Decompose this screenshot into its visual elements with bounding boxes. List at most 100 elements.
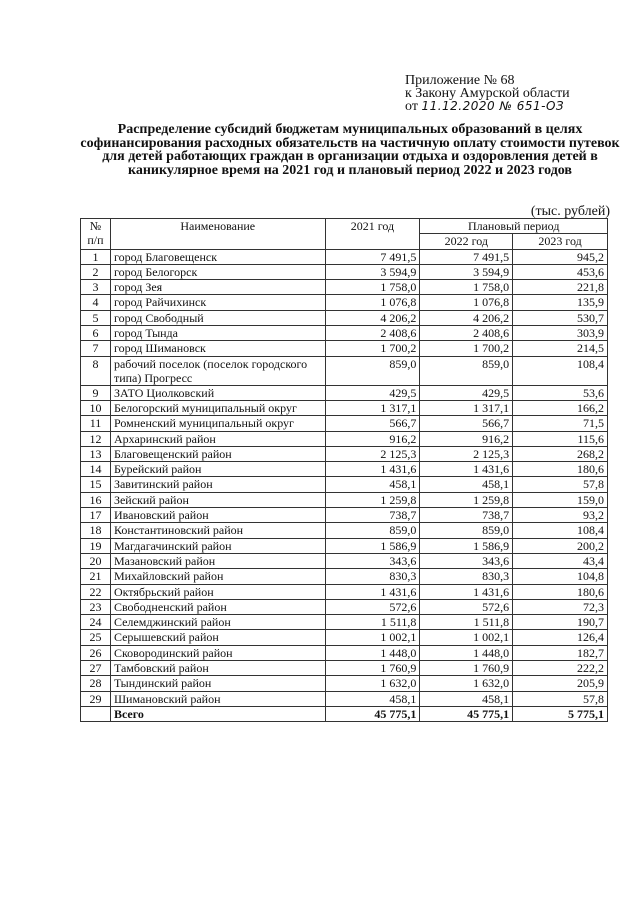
row-name: Шимановский район (109, 690, 326, 707)
value-2021: 2 125,3 (324, 445, 421, 463)
value-2021: 1 448,0 (324, 644, 421, 662)
value-2023: 221,8 (512, 279, 608, 296)
table-row: 10 Белогорский муниципальный округ 1 317,1… (80, 399, 608, 417)
value-2023: 205,9 (512, 675, 608, 692)
value-2023: 453,6 (512, 263, 608, 281)
value-2022: 1 511,8 (419, 614, 514, 631)
value-2022: 343,6 (419, 552, 514, 570)
row-name: Тындинский район (109, 675, 326, 692)
row-name: город Тында (109, 325, 326, 342)
value-2021: 1 700,2 (324, 340, 421, 357)
row-name: Белогорский муниципальный округ (109, 399, 326, 417)
value-2021: 1 431,6 (324, 461, 421, 478)
value-2021: 859,0 (324, 522, 421, 539)
table-row: 18 Константиновский район 859,0 859,0 108,4 (80, 522, 608, 539)
table-row: 16 Зейский район 1 259,8 1 259,8 159,0 (80, 491, 608, 509)
row-name: город Белогорск (109, 263, 326, 281)
table-row: 7 город Шимановск 1 700,2 1 700,2 214,5 (80, 340, 608, 357)
value-2022: 45 775,1 (419, 705, 514, 723)
header-name: Наименование (109, 218, 326, 250)
value-2022: 3 594,9 (419, 263, 514, 281)
table-row: 25 Серышевский район 1 002,1 1 002,1 126,4 (80, 629, 608, 646)
row-name: Мазановский район (109, 552, 326, 570)
table-row: 2 город Белогорск 3 594,9 3 594,9 453,6 (80, 263, 608, 281)
table-row: 5 город Свободный 4 206,2 4 206,2 530,7 (80, 309, 608, 327)
value-2021: 916,2 (324, 430, 421, 447)
value-2021: 1 317,1 (324, 399, 421, 417)
value-2023: 180,6 (512, 461, 608, 478)
row-number: 25 (80, 629, 111, 646)
value-2021: 859,0 (324, 355, 421, 386)
row-number: 8 (80, 355, 111, 386)
total-row: Всего 45 775,1 45 775,1 5 775,1 (80, 705, 608, 723)
row-name: Бурейский район (109, 461, 326, 478)
table-row: 27 Тамбовский район 1 760,9 1 760,9 222,2 (80, 660, 608, 677)
units-label: (тыс. рублей) (530, 204, 610, 219)
value-2023: 530,7 (512, 309, 608, 327)
value-2023: 57,8 (512, 690, 608, 707)
header-2021: 2021 год (324, 218, 421, 250)
value-2023: 180,6 (512, 583, 608, 600)
value-2023: 108,4 (512, 355, 608, 386)
value-2023: 135,9 (512, 294, 608, 311)
row-number: 6 (80, 325, 111, 342)
row-number: 18 (80, 522, 111, 539)
header-2023: 2023 год (512, 233, 608, 250)
header-planned: Плановый период (419, 217, 608, 235)
value-2021: 738,7 (324, 507, 421, 524)
row-name: город Свободный (109, 309, 326, 327)
row-name: Ивановский район (109, 507, 326, 524)
value-2021: 566,7 (324, 415, 421, 432)
value-2022: 1 632,0 (419, 675, 514, 692)
value-2022: 859,0 (419, 355, 514, 386)
value-2023: 53,6 (512, 384, 608, 401)
value-2022: 2 125,3 (419, 445, 514, 463)
value-2021: 1 431,6 (324, 583, 421, 600)
row-number: 13 (80, 445, 111, 463)
value-2021: 4 206,2 (324, 309, 421, 327)
row-number: 23 (80, 598, 111, 616)
value-2023: 159,0 (512, 491, 608, 509)
value-2022: 1 448,0 (419, 644, 514, 662)
row-name: Всего (109, 705, 326, 723)
row-number: 28 (80, 675, 111, 692)
value-2023: 71,5 (512, 415, 608, 432)
value-2023: 214,5 (512, 340, 608, 357)
row-number: 10 (80, 399, 111, 417)
value-2023: 43,4 (512, 552, 608, 570)
value-2023: 5 775,1 (512, 705, 608, 723)
table-row: 29 Шимановский район 458,1 458,1 57,8 (80, 690, 608, 707)
value-2022: 916,2 (419, 430, 514, 447)
value-2021: 458,1 (324, 690, 421, 707)
row-number (80, 705, 111, 723)
row-name: Благовещенский район (109, 445, 326, 463)
row-number: 26 (80, 644, 111, 662)
subsidy-table: № п/п Наименование 2021 год Плановый пер… (80, 217, 608, 723)
value-2021: 572,6 (324, 598, 421, 616)
table-row: 20 Мазановский район 343,6 343,6 43,4 (80, 552, 608, 570)
row-number: 14 (80, 461, 111, 478)
table-row: 12 Архаринский район 916,2 916,2 115,6 (80, 430, 608, 447)
value-2022: 566,7 (419, 415, 514, 432)
row-number: 5 (80, 309, 111, 327)
value-2022: 1 760,9 (419, 660, 514, 677)
appendix-number: Приложение № 68 (405, 73, 515, 88)
value-2021: 1 259,8 (324, 491, 421, 509)
value-2023: 126,4 (512, 629, 608, 646)
value-2022: 859,0 (419, 522, 514, 539)
value-2021: 343,6 (324, 552, 421, 570)
value-2023: 72,3 (512, 598, 608, 616)
value-2023: 190,7 (512, 614, 608, 631)
row-name: Серышевский район (109, 629, 326, 646)
table-row: 9 ЗАТО Циолковский 429,5 429,5 53,6 (80, 384, 608, 401)
row-name: Тамбовский район (109, 660, 326, 677)
value-2021: 1 760,9 (324, 660, 421, 677)
value-2021: 7 491,5 (324, 248, 421, 265)
value-2022: 458,1 (419, 690, 514, 707)
row-name: город Шимановск (109, 340, 326, 357)
row-name: Селемджинский район (109, 614, 326, 631)
appendix-date: от 11.12.2020 № 651-ОЗ (405, 100, 570, 114)
value-2022: 429,5 (419, 384, 514, 401)
header-no: № п/п (80, 218, 111, 250)
row-name: Архаринский район (109, 430, 326, 447)
